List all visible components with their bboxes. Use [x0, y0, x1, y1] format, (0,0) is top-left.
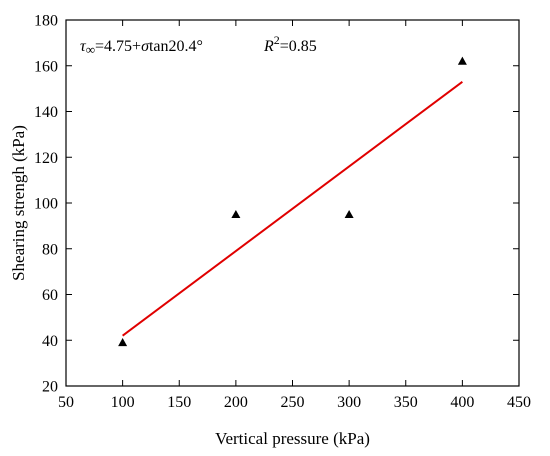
x-tick-label: 100	[111, 394, 135, 411]
x-tick-label: 400	[450, 394, 474, 411]
x-tick-label: 350	[394, 394, 418, 411]
r-squared: R2=0.85	[263, 33, 317, 55]
regression-line	[122, 80, 463, 337]
data-points	[118, 56, 467, 347]
fit-equation: τ∞=4.75+σtan20.4°	[80, 38, 203, 57]
r-squared-symbol: R	[263, 38, 274, 55]
data-point-triangle	[457, 56, 467, 65]
data-point-triangle	[231, 209, 241, 219]
equation-sigma: σ	[141, 38, 150, 55]
data-point-triangle	[344, 209, 354, 219]
x-tick-label: 200	[224, 394, 248, 411]
x-axis-label: Vertical pressure (kPa)	[215, 429, 370, 448]
y-tick-label: 160	[34, 58, 58, 75]
y-tick-label: 100	[34, 196, 58, 213]
y-axis-label: Shearing strengh (kPa)	[9, 125, 28, 281]
y-tick-label: 40	[42, 333, 58, 350]
equation-part-1: =4.75+	[95, 38, 141, 55]
y-axis-ticks: 20 40 60 80 100 120 140 160 180	[34, 13, 519, 396]
y-tick-label: 60	[42, 287, 58, 304]
equation-tau: τ	[80, 38, 87, 55]
plot-frame	[65, 19, 520, 387]
x-tick-label: 450	[507, 394, 531, 411]
data-point-triangle	[118, 338, 128, 347]
equation-subscript: ∞	[86, 42, 95, 57]
r-squared-superscript: 2	[274, 33, 280, 47]
x-tick-label: 300	[337, 394, 361, 411]
y-tick-label: 180	[34, 13, 58, 30]
y-tick-label: 80	[42, 241, 58, 258]
x-tick-label: 150	[167, 394, 191, 411]
y-tick-label: 140	[34, 104, 58, 121]
y-tick-label: 20	[42, 379, 58, 396]
x-tick-label: 50	[58, 394, 74, 411]
y-tick-label: 120	[34, 150, 58, 167]
x-tick-label: 250	[281, 394, 305, 411]
equation-part-2: tan20.4°	[149, 38, 203, 55]
r-squared-value: =0.85	[280, 38, 317, 55]
x-axis-ticks: 50 100 150 200 250 300 350 400 450	[58, 20, 531, 411]
